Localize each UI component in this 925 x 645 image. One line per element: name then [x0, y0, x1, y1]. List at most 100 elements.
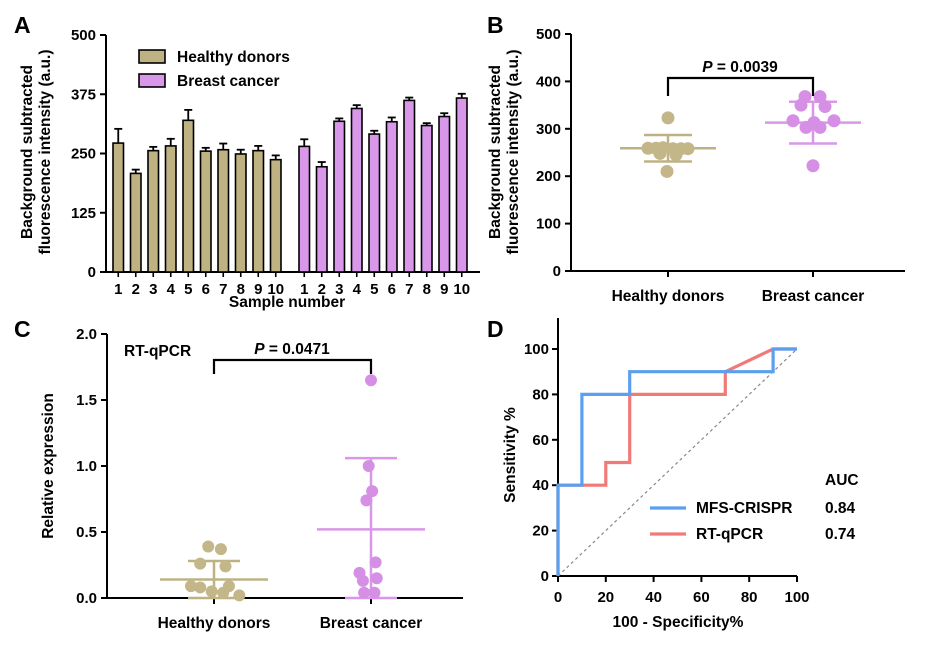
y-tick-label-a: 250: [71, 146, 96, 163]
x-tick-label-a: 10: [453, 281, 470, 298]
x-axis-title-d: 100 - Specificity%: [613, 614, 744, 631]
y-axis-title-d: Sensitivity %: [502, 407, 519, 503]
y-tick-label-b: 0: [553, 263, 561, 280]
bar-a: [164, 145, 177, 273]
x-tick-label-a: 6: [202, 281, 210, 298]
y-tick-label-b: 200: [536, 168, 561, 185]
x-tick-label-d: 80: [741, 589, 758, 606]
x-tick-label-a: 3: [335, 281, 343, 298]
x-tick-label-b: Breast cancer: [762, 288, 865, 305]
p-value-c: P = 0.0471: [254, 341, 330, 358]
x-tick-label-d: 60: [693, 589, 710, 606]
p-label-b: P: [702, 59, 713, 76]
data-point-c: [185, 580, 197, 593]
y-tick-label-c: 1.5: [76, 392, 97, 409]
y-tick-label-a: 0: [88, 264, 96, 281]
panel-letter-b: B: [487, 12, 504, 38]
data-point-b: [813, 120, 827, 134]
data-point-c: [202, 540, 215, 553]
x-tick-label-a: 2: [132, 281, 140, 298]
data-point-b: [660, 164, 674, 178]
data-point-b: [813, 90, 827, 104]
bar-a: [455, 97, 468, 273]
data-point-c: [365, 374, 377, 387]
data-point-b: [806, 159, 820, 173]
bar-a: [217, 148, 230, 273]
data-point-c: [217, 586, 230, 599]
y-axis-title-c: Relative expression: [40, 393, 57, 539]
data-point-b: [827, 114, 841, 128]
x-tick-label-a: 4: [353, 281, 362, 298]
x-tick-label-a: 8: [423, 281, 431, 298]
bar-a: [234, 153, 247, 273]
panel-letter-d: D: [487, 316, 504, 342]
legend-label-a: Healthy donors: [177, 49, 290, 66]
legend-label-a: Breast cancer: [177, 73, 280, 90]
x-tick-label-d: 0: [554, 589, 562, 606]
data-point-b: [794, 98, 808, 112]
reference-diagonal-d: [557, 348, 798, 577]
x-tick-label-a: 2: [318, 281, 326, 298]
panel-c: C 0.0 0.5 1.0 1.5 2.0 Healthy donors Breast can…: [14, 316, 463, 632]
x-tick-label-a: 1: [300, 281, 308, 298]
auc-title-d: AUC: [825, 472, 859, 489]
y-tick-label-d: 100: [524, 341, 549, 358]
data-point-c: [214, 543, 227, 556]
legend-label-d: RT-qPCR: [696, 526, 763, 543]
data-point-c: [356, 574, 369, 587]
bar-a: [182, 119, 195, 273]
p-value-b: P = 0.0039: [702, 59, 778, 76]
data-point-c: [233, 589, 246, 602]
data-point-b: [653, 146, 667, 160]
x-tick-label-a: 7: [219, 281, 227, 298]
y-tick-label-a: 500: [71, 27, 96, 44]
chart-title-c: RT-qPCR: [124, 343, 191, 360]
x-tick-label-c: Healthy donors: [158, 615, 271, 632]
y-axis-title-b-line1: Background subtracted: [487, 65, 504, 239]
x-tick-label-a: 5: [370, 281, 378, 298]
x-tick-label-d: 20: [597, 589, 614, 606]
x-tick-label-a: 9: [440, 281, 448, 298]
y-tick-label-b: 300: [536, 121, 561, 138]
panel-letter-c: C: [14, 316, 31, 342]
y-tick-label-d: 80: [532, 386, 549, 403]
panel-d: D 0 20 40 60 80 100 0 20 40 60 80 100 100 - Specifici…: [487, 316, 859, 631]
x-tick-label-a: 10: [267, 281, 284, 298]
bar-a: [333, 120, 346, 273]
legend-label-d: MFS-CRISPR: [696, 500, 792, 517]
y-axis-title-a-line1: Background subtracted: [19, 65, 36, 239]
data-point-c: [368, 586, 381, 599]
data-point-b: [681, 142, 695, 156]
legend-swatch-a: [138, 49, 166, 64]
bar-a: [385, 120, 398, 273]
bar-a: [129, 172, 142, 273]
y-tick-label-d: 60: [532, 432, 549, 449]
x-tick-label-a: 3: [149, 281, 157, 298]
roc-curve-d: [556, 347, 797, 576]
x-tick-label-a: 6: [388, 281, 396, 298]
x-axis-title-a: Sample number: [229, 294, 345, 311]
data-point-b: [786, 114, 800, 128]
data-point-c: [360, 494, 373, 507]
p-label-c: P: [254, 341, 265, 358]
auc-value-d: 0.74: [825, 526, 856, 543]
panel-b: B 0 100 200 300 400 500 Healthy donors Breast ca…: [487, 12, 905, 305]
data-point-c: [369, 556, 382, 569]
x-tick-label-a: 5: [184, 281, 192, 298]
bar-a: [420, 124, 433, 273]
y-tick-label-a: 375: [71, 86, 96, 103]
y-tick-label-d: 40: [532, 477, 549, 494]
data-point-c: [366, 485, 379, 498]
bar-a: [438, 115, 451, 273]
x-tick-label-a: 7: [405, 281, 413, 298]
data-point-c: [362, 460, 375, 472]
y-tick-label-a: 125: [71, 205, 96, 222]
y-tick-label-b: 100: [536, 216, 561, 233]
y-tick-label-d: 0: [541, 568, 549, 585]
y-tick-label-c: 2.0: [76, 326, 97, 343]
y-tick-label-d: 20: [532, 523, 549, 540]
bar-a: [315, 165, 328, 273]
y-tick-label-b: 400: [536, 73, 561, 90]
